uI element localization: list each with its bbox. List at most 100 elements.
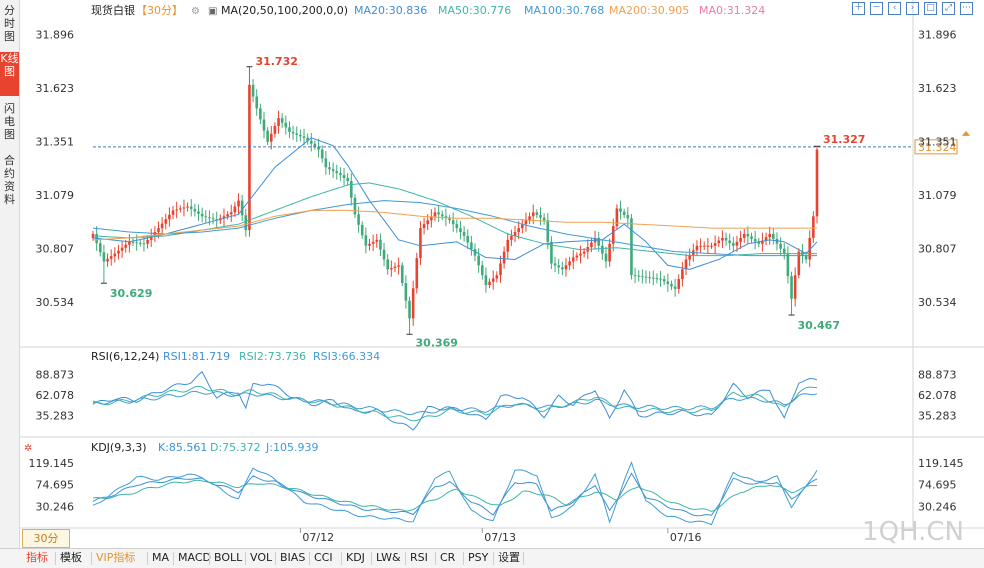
candle-body — [462, 232, 466, 236]
indicator-tab-10[interactable]: LW& — [376, 551, 401, 564]
candle-body — [684, 259, 688, 270]
candle-body — [342, 175, 346, 179]
candle-body — [459, 228, 462, 233]
candle-body — [644, 276, 648, 278]
crosshair-icon[interactable]: ✲ — [24, 443, 32, 454]
indicator-tab-12[interactable]: CR — [440, 551, 456, 564]
candle-body — [746, 233, 750, 237]
candle-body — [804, 255, 808, 260]
candle-body — [229, 212, 233, 215]
fullscreen-icon[interactable]: ⤢ — [942, 2, 955, 15]
candle-body — [440, 214, 444, 217]
annotation-label: 30.629 — [110, 287, 152, 300]
candle-body — [128, 241, 131, 245]
candle-body — [611, 226, 615, 244]
fit-screen-icon[interactable]: □ — [924, 2, 937, 15]
candle-body — [561, 267, 564, 270]
candle-body — [633, 275, 637, 277]
tab-separator — [463, 552, 464, 565]
tab-flash-chart[interactable]: 闪电图 — [4, 102, 15, 141]
rsi-y-tick-right: 35.283 — [918, 410, 957, 423]
candle-body — [550, 241, 553, 264]
annotation-label: 31.732 — [255, 55, 297, 68]
candle-body — [266, 130, 269, 142]
candle-body — [335, 171, 339, 174]
indicator-tab-2[interactable]: VIP指标 — [96, 551, 136, 564]
candle-body — [408, 300, 411, 319]
candle-body — [499, 263, 502, 276]
tab-contract-info[interactable]: 合约资料 — [4, 154, 15, 206]
main-y-tick-left: 30.807 — [36, 242, 75, 255]
candle-body — [386, 259, 389, 270]
candle-body — [237, 200, 240, 207]
candle-body — [622, 211, 626, 216]
kdj-k-value: K:85.561 — [158, 441, 207, 454]
rsi-y-tick-right: 88.873 — [918, 369, 957, 382]
candle-body — [360, 224, 364, 236]
candle-body — [313, 143, 317, 147]
candle-body — [400, 265, 404, 284]
candle-body — [713, 243, 717, 246]
candle-body — [364, 235, 368, 246]
main-y-tick-right: 31.079 — [918, 189, 957, 202]
indicator-tab-11[interactable]: RSI — [410, 551, 428, 564]
more-options-icon[interactable]: ⋯ — [960, 2, 973, 15]
tab-timeshare[interactable]: 分时图 — [4, 4, 15, 43]
main-y-tick-right: 31.623 — [918, 82, 957, 95]
candle-body — [426, 220, 430, 225]
zoom-in-icon[interactable]: ＋ — [852, 2, 865, 15]
indicator-tab-7[interactable]: BIAS — [280, 551, 306, 564]
annotation-label: 30.369 — [416, 336, 458, 349]
candle-body — [470, 242, 473, 250]
scroll-right-icon[interactable]: › — [906, 2, 919, 15]
candle-body — [240, 200, 244, 216]
main-y-tick-left: 31.351 — [36, 136, 75, 149]
indicator-tab-3[interactable]: MA — [152, 551, 170, 564]
candle-body — [295, 133, 299, 135]
candle-body — [630, 218, 633, 276]
main-y-tick-right: 31.351 — [918, 136, 957, 149]
candle-body — [189, 206, 193, 209]
candle-body — [488, 281, 491, 286]
candle-body — [350, 180, 353, 198]
candle-body — [706, 245, 710, 247]
candle-body — [451, 220, 455, 225]
candle-body — [339, 173, 342, 176]
rsi2-value: RSI2:73.736 — [239, 350, 306, 363]
zoom-out-icon[interactable]: － — [870, 2, 883, 15]
indicator-tab-5[interactable]: BOLL — [214, 551, 243, 564]
candle-body — [179, 208, 182, 210]
candle-body — [619, 208, 622, 212]
candle-body — [142, 243, 146, 245]
indicator-tab-13[interactable]: PSY — [468, 551, 489, 564]
tab-separator — [371, 552, 372, 565]
current-price-tag — [914, 139, 958, 155]
candle-body — [651, 277, 655, 279]
ma20-value: MA20:30.836 — [354, 4, 427, 17]
candle-body — [244, 215, 248, 231]
indicator-tab-8[interactable]: CCI — [314, 551, 333, 564]
main-y-tick-right: 30.807 — [918, 242, 957, 255]
indicator-tab-0[interactable]: 指标 — [26, 551, 48, 564]
tab-separator — [245, 552, 246, 565]
candle-body — [466, 235, 470, 243]
annotation-label: 30.467 — [798, 319, 840, 332]
candle-body — [539, 215, 542, 218]
candle-body — [306, 137, 309, 141]
ma-toggle-icon[interactable]: ▣ — [208, 6, 217, 17]
indicator-tab-14[interactable]: 设置 — [498, 551, 520, 564]
candle-body — [324, 158, 328, 168]
candle-body — [157, 228, 160, 233]
candle-body — [742, 233, 746, 238]
period-selector[interactable]: 30分 — [22, 529, 70, 548]
scroll-left-icon[interactable]: ‹ — [888, 2, 901, 15]
indicator-tab-6[interactable]: VOL — [250, 551, 273, 564]
indicator-tab-9[interactable]: KDJ — [346, 551, 365, 564]
indicator-tab-1[interactable]: 模板 — [60, 551, 82, 564]
indicator-tab-4[interactable]: MACD — [178, 551, 211, 564]
candle-body — [757, 241, 761, 244]
period-tag: 【30分】 — [136, 4, 183, 17]
settings-gear-icon[interactable]: ⚙ — [191, 6, 200, 17]
candle-body — [309, 140, 313, 144]
tab-kline[interactable]: K线图 — [0, 52, 19, 96]
